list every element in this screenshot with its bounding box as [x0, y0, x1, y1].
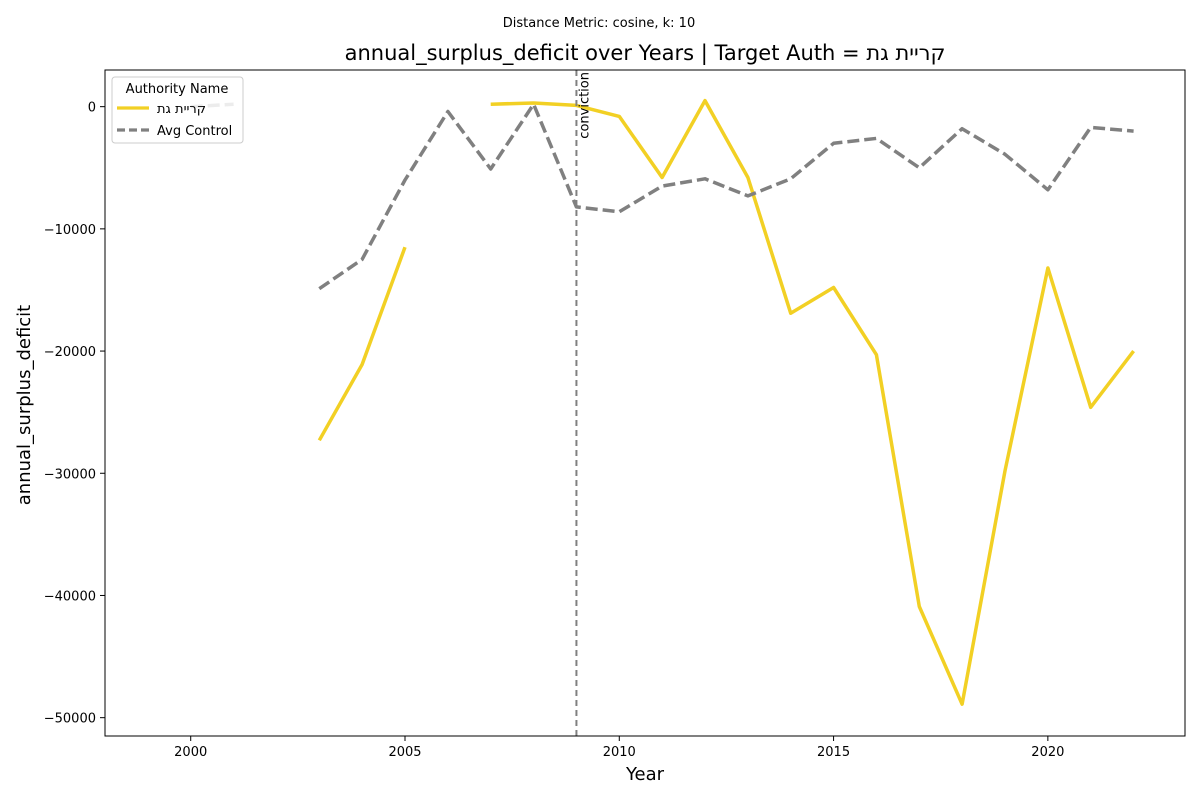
y-axis: 0 −10000 −20000 −30000 −40000 −50000 [44, 101, 105, 727]
y-tick-label: −40000 [44, 589, 96, 604]
y-tick-label: −50000 [44, 712, 96, 727]
y-tick-label: 0 [88, 101, 96, 116]
x-tick-label: 2020 [1031, 745, 1064, 760]
series-line-segment [318, 102, 1134, 291]
series-line-segment [317, 246, 407, 442]
legend-box [111, 76, 244, 144]
x-tick-label: 2015 [817, 745, 850, 760]
legend-title: Authority Name [126, 82, 229, 97]
y-tick-label: −20000 [44, 345, 96, 360]
legend-entry-control: Avg Control [157, 124, 232, 139]
conviction-annotation: conviction [577, 72, 592, 139]
plot-frame [104, 69, 1186, 737]
plot-area: conviction [190, 70, 1135, 736]
legend: Authority Name קריית גת Avg Control [111, 76, 244, 144]
y-tick-label: −10000 [44, 223, 96, 238]
y-axis-label: annual_surplus_deficit [14, 305, 35, 505]
series-avg-control [190, 102, 1134, 291]
chart-subtitle: Distance Metric: cosine, k: 10 [503, 16, 695, 31]
legend-entry-target: קריית גת [157, 102, 206, 117]
chart-title: annual_surplus_deficit over Years | Targ… [345, 41, 946, 66]
y-tick-label: −30000 [44, 467, 96, 482]
series-line-segment [490, 98, 1135, 706]
series-target [317, 98, 1135, 706]
x-axis-label: Year [625, 764, 665, 785]
x-tick-label: 2005 [388, 745, 421, 760]
x-tick-label: 2000 [174, 745, 207, 760]
x-tick-label: 2010 [603, 745, 636, 760]
x-axis: 2000 2005 2010 2015 2020 [174, 736, 1064, 760]
